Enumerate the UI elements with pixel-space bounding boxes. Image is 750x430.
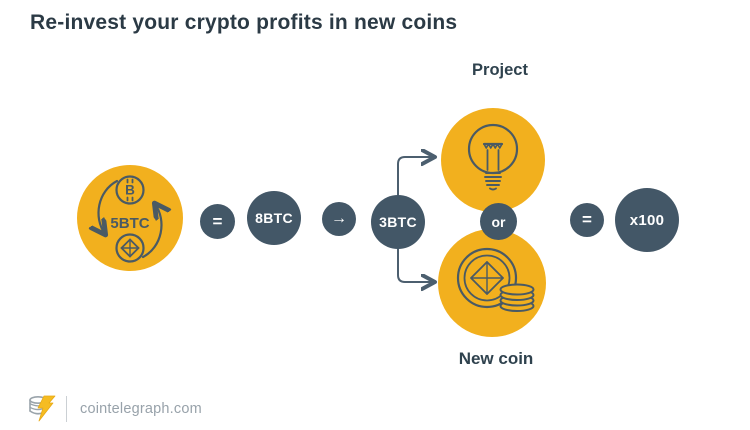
result-node-label: x100 xyxy=(629,211,665,229)
page-title: Re-invest your crypto profits in new coi… xyxy=(30,11,458,34)
equals-right-label: = xyxy=(582,210,592,229)
start-value-label: 5BTC xyxy=(110,215,149,232)
bitcoin-icon xyxy=(115,175,145,205)
footer-divider xyxy=(66,396,67,422)
bitcoin-symbol: B xyxy=(125,183,135,198)
connector-to-newcoin xyxy=(397,221,434,282)
lightning-bolt-icon xyxy=(37,395,56,422)
footer-site-label: cointelegraph.com xyxy=(80,401,202,417)
equals-right-circle: = xyxy=(570,203,604,237)
newcoin-label: New coin xyxy=(458,349,534,368)
equals-left-label: = xyxy=(212,211,223,231)
project-bubble xyxy=(441,108,545,212)
reinvest-node: 3BTC xyxy=(371,195,425,249)
profit-node: 8BTC xyxy=(247,191,301,245)
result-node: x100 xyxy=(615,188,679,252)
cycle-arrow-right xyxy=(141,204,161,259)
project-label: Project xyxy=(472,61,528,79)
reinvest-node-label: 3BTC xyxy=(379,214,417,230)
equals-left-circle: = xyxy=(200,204,235,239)
right-arrow-icon: → xyxy=(331,210,347,227)
cointelegraph-logo-icon xyxy=(29,395,56,422)
start-bubble: B 5BTC xyxy=(77,165,183,271)
profit-node-label: 8BTC xyxy=(255,210,293,226)
coin-pile xyxy=(499,283,535,312)
newcoin-bubble xyxy=(438,229,546,337)
coin-stack-icon xyxy=(456,247,535,312)
transfer-arrow-circle: → xyxy=(322,202,356,236)
cycle-arrow-left xyxy=(99,179,119,234)
lightbulb-icon xyxy=(467,123,519,191)
cycle-arrows-icon: B 5BTC xyxy=(77,175,183,263)
altcoin-icon xyxy=(115,233,145,263)
connector-to-project xyxy=(397,157,434,223)
or-label: or xyxy=(491,213,506,230)
or-badge: or xyxy=(480,203,517,240)
